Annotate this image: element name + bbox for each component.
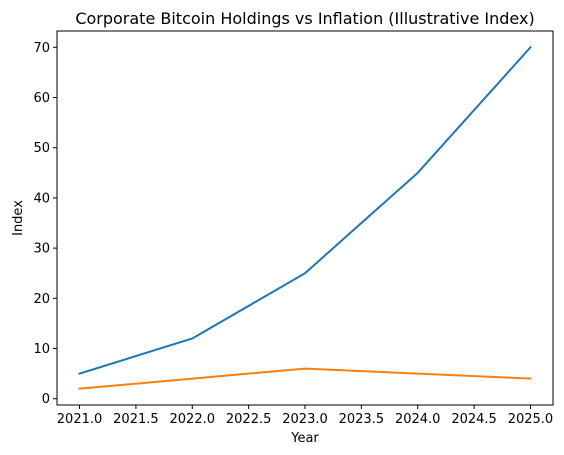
y-tick-label: 70	[33, 41, 50, 56]
x-tick-label: 2024.5	[451, 412, 497, 427]
x-tick-label: 2024.0	[395, 412, 441, 427]
x-tick-label: 2023.0	[282, 412, 328, 427]
y-axis-ticks: 0 10 20 30 40 50 60 70	[33, 41, 57, 407]
y-tick-label: 40	[33, 191, 50, 206]
plot-frame	[56, 30, 554, 406]
x-axis-ticks: 2021.0 2021.5 2022.0 2022.5 2023.0 2023.5 2024…	[57, 405, 553, 427]
x-tick-label: 2022.0	[170, 412, 216, 427]
y-tick-label: 0	[42, 392, 50, 407]
series-line-1	[78, 45, 532, 375]
y-axis-label: Index	[11, 200, 26, 236]
y-tick-label: 10	[33, 342, 50, 357]
chart-title: Corporate Bitcoin Holdings vs Inflation …	[75, 9, 534, 28]
x-tick-label: 2021.0	[57, 412, 103, 427]
y-tick-label: 30	[33, 242, 50, 257]
x-tick-label: 2021.5	[113, 412, 159, 427]
y-tick-label: 60	[33, 91, 50, 106]
y-tick-label: 20	[33, 292, 50, 307]
series-layer	[78, 45, 532, 390]
x-tick-label: 2025.0	[508, 412, 554, 427]
series-line-2	[78, 367, 532, 390]
x-tick-label: 2023.5	[339, 412, 385, 427]
x-axis-label: Year	[290, 431, 319, 446]
y-tick-label: 50	[33, 141, 50, 156]
x-tick-label: 2022.5	[226, 412, 272, 427]
plot-area-background	[57, 31, 553, 405]
